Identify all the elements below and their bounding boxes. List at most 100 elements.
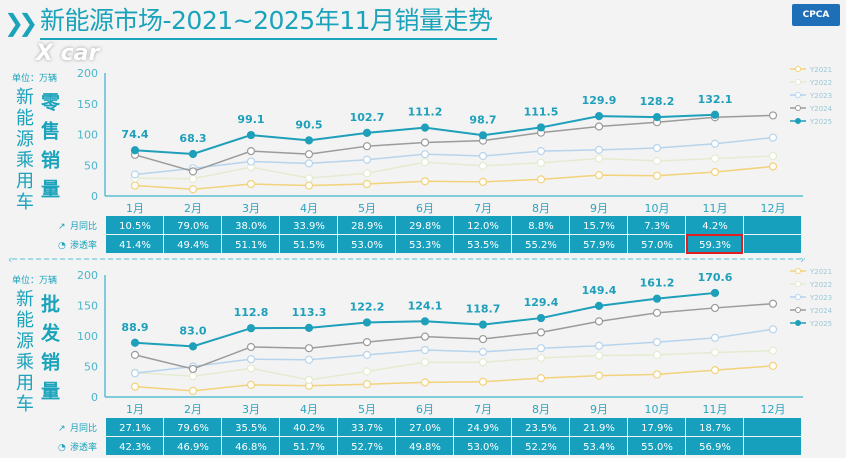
table-cell-value: 46.8% bbox=[235, 442, 267, 453]
y-tick-label: 0 bbox=[91, 391, 98, 404]
legend-marker bbox=[795, 320, 801, 326]
legend-label: Y2024 bbox=[809, 105, 833, 113]
table-cell bbox=[164, 418, 221, 436]
data-point-Y2024 bbox=[304, 150, 314, 159]
x-tick-label: 11月 bbox=[703, 202, 728, 215]
series-line-Y2022 bbox=[134, 349, 774, 381]
data-point-Y2023 bbox=[594, 145, 604, 154]
data-point-Y2022 bbox=[710, 348, 720, 357]
table-cell bbox=[396, 216, 453, 234]
legend-label: Y2022 bbox=[809, 79, 832, 87]
legend-marker bbox=[795, 268, 801, 274]
data-label: 132.1 bbox=[698, 93, 733, 106]
data-label: 98.7 bbox=[469, 113, 496, 126]
table-cell-value: 52.2% bbox=[525, 442, 557, 453]
data-point-Y2024 bbox=[362, 142, 372, 151]
table-cell bbox=[454, 235, 511, 253]
table-cell bbox=[570, 418, 627, 436]
series-line-Y2024 bbox=[134, 302, 774, 370]
arrow-left-icon: ‹ bbox=[8, 253, 12, 266]
data-point-Y2022 bbox=[188, 174, 198, 183]
legend-marker bbox=[795, 294, 801, 300]
data-point-Y2024 bbox=[594, 317, 604, 326]
data-point-Y2021 bbox=[768, 162, 778, 171]
data-point-Y2022 bbox=[478, 358, 488, 367]
data-point-Y2021 bbox=[594, 371, 604, 380]
table-cell bbox=[686, 437, 743, 455]
data-point-Y2025 bbox=[188, 342, 198, 351]
data-point-Y2022 bbox=[536, 158, 546, 167]
wholesale-side-label-metric: 批发销量 bbox=[38, 294, 60, 410]
table-cell-value: 18.7% bbox=[699, 423, 731, 434]
legend-label: Y2022 bbox=[809, 281, 832, 289]
table-cell bbox=[512, 216, 569, 234]
data-point-Y2022 bbox=[304, 174, 314, 183]
table-cell bbox=[164, 216, 221, 234]
data-point-Y2025 bbox=[594, 112, 604, 121]
table-cell-value: 79.6% bbox=[177, 423, 209, 434]
x-tick-label: 12月 bbox=[761, 403, 786, 416]
table-cell bbox=[222, 418, 279, 436]
x-tick-label: 2月 bbox=[184, 403, 202, 416]
data-label: 124.1 bbox=[408, 299, 443, 312]
data-point-Y2024 bbox=[188, 364, 198, 374]
pie-chart-icon: ◔ bbox=[58, 241, 66, 251]
data-point-Y2025 bbox=[652, 294, 662, 303]
data-point-Y2024 bbox=[246, 342, 256, 352]
data-point-Y2023 bbox=[652, 338, 662, 347]
table-cell-value: 53.0% bbox=[467, 442, 499, 453]
table-cell-value: 52.7% bbox=[351, 442, 383, 453]
pie-chart-icon: ◔ bbox=[58, 443, 66, 453]
data-point-Y2022 bbox=[652, 156, 662, 166]
data-point-Y2023 bbox=[536, 344, 546, 353]
table-cell-value: 7.3% bbox=[644, 221, 669, 232]
table-cell bbox=[338, 235, 395, 253]
data-point-Y2025 bbox=[536, 313, 546, 323]
table-cell bbox=[454, 418, 511, 436]
y-tick-label: 200 bbox=[77, 67, 98, 80]
legend-label: Y2021 bbox=[809, 268, 832, 276]
data-point-Y2024 bbox=[536, 328, 546, 337]
series-line-Y2022 bbox=[134, 155, 774, 180]
data-label: 112.8 bbox=[234, 306, 269, 319]
table-cell bbox=[512, 437, 569, 455]
data-point-Y2025 bbox=[420, 123, 430, 132]
table-cell-value: 27.0% bbox=[409, 423, 441, 434]
data-label: 128.2 bbox=[640, 95, 675, 108]
data-point-Y2024 bbox=[130, 350, 140, 360]
table-row-label: 月同比 bbox=[70, 220, 97, 232]
data-point-Y2021 bbox=[420, 378, 430, 387]
data-point-Y2022 bbox=[710, 154, 720, 163]
series-line-Y2021 bbox=[134, 165, 774, 190]
data-point-Y2021 bbox=[768, 361, 778, 370]
table-cell bbox=[628, 216, 685, 234]
data-point-Y2025 bbox=[594, 301, 604, 310]
page-title: 新能源市场-2021~2025年11月销量走势 bbox=[40, 4, 497, 40]
data-point-Y2021 bbox=[478, 377, 488, 386]
table-cell-value: 53.3% bbox=[409, 240, 441, 251]
data-point-Y2021 bbox=[652, 370, 662, 379]
data-point-Y2022 bbox=[478, 161, 488, 170]
data-point-Y2022 bbox=[188, 372, 198, 381]
x-tick-label: 2月 bbox=[184, 202, 202, 215]
data-point-Y2021 bbox=[130, 382, 140, 391]
data-point-Y2021 bbox=[188, 386, 198, 395]
table-cell bbox=[222, 235, 279, 253]
table-cell-value: 59.3% bbox=[699, 240, 731, 251]
data-point-Y2021 bbox=[536, 373, 546, 383]
data-point-Y2025 bbox=[420, 317, 430, 326]
table-cell bbox=[280, 437, 337, 455]
data-point-Y2025 bbox=[304, 323, 314, 332]
data-label: 122.2 bbox=[350, 300, 385, 313]
wholesale-side-label-category: 新能源乘用车 bbox=[13, 289, 34, 415]
data-label: 90.5 bbox=[295, 118, 322, 131]
table-cell-value: 42.3% bbox=[119, 442, 151, 453]
data-point-Y2024 bbox=[304, 344, 314, 353]
x-tick-label: 5月 bbox=[358, 403, 376, 416]
table-cell bbox=[338, 437, 395, 455]
table-cell bbox=[686, 418, 743, 436]
data-point-Y2024 bbox=[420, 332, 430, 341]
data-label: 88.9 bbox=[121, 321, 148, 334]
data-point-Y2024 bbox=[246, 147, 256, 156]
